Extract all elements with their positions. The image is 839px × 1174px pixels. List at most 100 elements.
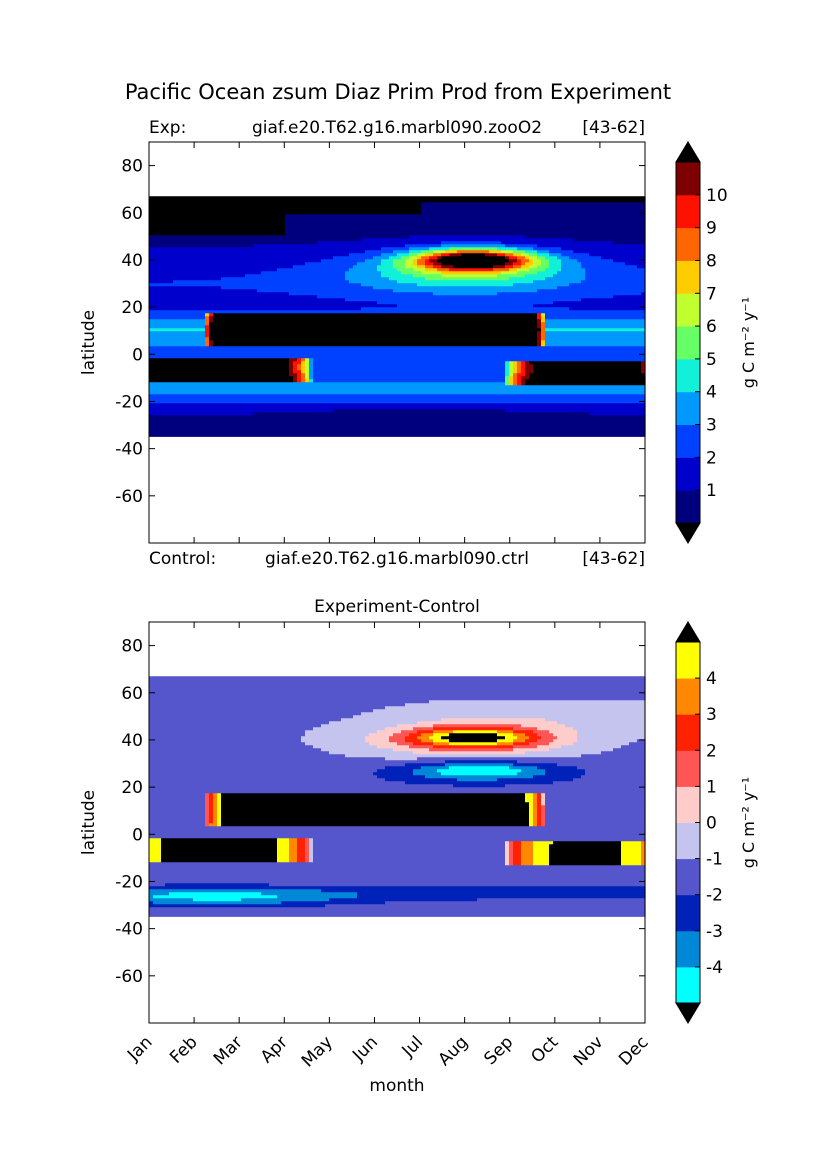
heatmap-cell — [189, 418, 194, 422]
heatmap-cell — [217, 352, 222, 356]
heatmap-cell — [229, 268, 234, 272]
heatmap-cell — [169, 421, 174, 425]
heatmap-cell — [237, 316, 242, 320]
heatmap-cell — [245, 238, 250, 242]
heatmap-cell — [165, 286, 170, 290]
heatmap-cell — [205, 283, 210, 287]
heatmap-cell — [209, 382, 214, 386]
heatmap-cell — [197, 202, 202, 206]
heatmap-cell — [237, 307, 242, 311]
heatmap-cell — [189, 424, 194, 428]
heatmap-cell — [153, 265, 158, 269]
heatmap-cell — [205, 229, 210, 233]
heatmap-cell — [181, 328, 186, 332]
heatmap-cell — [225, 331, 230, 335]
heatmap-cell — [169, 430, 174, 434]
heatmap-cell — [233, 313, 238, 317]
heatmap-cell — [201, 220, 206, 224]
heatmap-cell — [213, 238, 218, 242]
heatmap-cell — [173, 361, 178, 365]
heatmap-cell — [225, 262, 230, 266]
heatmap-cell — [161, 370, 166, 374]
heatmap-cell — [197, 268, 202, 272]
heatmap-cell — [181, 382, 186, 386]
heatmap-cell — [237, 328, 242, 332]
heatmap-cell — [197, 385, 202, 389]
heatmap-cell — [237, 337, 242, 341]
heatmap-cell — [169, 352, 174, 356]
heatmap-cell — [225, 280, 230, 284]
heatmap-cell — [169, 292, 174, 296]
heatmap-cell — [177, 406, 182, 410]
heatmap-cell — [205, 397, 210, 401]
heatmap-cell — [189, 400, 194, 404]
heatmap-cell — [181, 268, 186, 272]
heatmap-cell — [185, 217, 190, 221]
heatmap-cell — [189, 262, 194, 266]
heatmap-cell — [189, 343, 194, 347]
heatmap-cell — [221, 307, 226, 311]
heatmap-cell — [245, 373, 250, 377]
heatmap-cell — [185, 211, 190, 215]
heatmap-cell — [165, 343, 170, 347]
heatmap-cell — [149, 325, 154, 329]
heatmap-cell — [173, 385, 178, 389]
heatmap-cell — [177, 256, 182, 260]
heatmap-cell — [205, 406, 210, 410]
heatmap-cell — [181, 334, 186, 338]
heatmap-cell — [201, 313, 206, 317]
heatmap-cell — [213, 220, 218, 224]
heatmap-cell — [153, 202, 158, 206]
heatmap-cell — [241, 394, 246, 398]
heatmap-cell — [205, 289, 210, 293]
heatmap-cell — [245, 403, 250, 407]
heatmap-cell — [217, 277, 222, 281]
heatmap-cell — [173, 226, 178, 230]
heatmap-cell — [169, 391, 174, 395]
heatmap-cell — [197, 418, 202, 422]
heatmap-cell — [197, 388, 202, 392]
heatmap-cell — [201, 400, 206, 404]
heatmap-cell — [181, 226, 186, 230]
heatmap-cell — [197, 250, 202, 254]
heatmap-cell — [229, 433, 234, 437]
heatmap-cell — [161, 232, 166, 236]
heatmap-cell — [237, 277, 242, 281]
heatmap-cell — [209, 421, 214, 425]
heatmap-cell — [169, 211, 174, 215]
heatmap-cell — [173, 331, 178, 335]
heatmap-cell — [229, 319, 234, 323]
heatmap-cell — [177, 433, 182, 437]
heatmap-cell — [241, 358, 246, 362]
heatmap-cell — [217, 379, 222, 383]
heatmap-cell — [197, 427, 202, 431]
heatmap-cell — [213, 367, 218, 371]
heatmap-cell — [201, 217, 206, 221]
heatmap-cell — [165, 334, 170, 338]
heatmap-cell — [165, 409, 170, 413]
heatmap-cell — [181, 259, 186, 263]
heatmap-cell — [225, 235, 230, 239]
heatmap-cell — [189, 220, 194, 224]
heatmap-cell — [241, 253, 246, 257]
heatmap-cell — [229, 262, 234, 266]
heatmap-cell — [197, 241, 202, 245]
heatmap-cell — [173, 208, 178, 212]
heatmap-cell — [201, 373, 206, 377]
heatmap-cell — [217, 340, 222, 344]
heatmap-cell — [233, 331, 238, 335]
heatmap-cell — [205, 415, 210, 419]
heatmap-cell — [153, 292, 158, 296]
heatmap-cell — [149, 244, 154, 248]
heatmap-cell — [245, 217, 250, 221]
heatmap-cell — [209, 217, 214, 221]
heatmap-cell — [237, 391, 242, 395]
heatmap-cell — [229, 292, 234, 296]
heatmap-cell — [201, 403, 206, 407]
heatmap-cell — [213, 244, 218, 248]
heatmap-cell — [177, 412, 182, 416]
heatmap-cell — [245, 406, 250, 410]
heatmap-cell — [193, 274, 198, 278]
heatmap-cell — [245, 280, 250, 284]
heatmap-cell — [201, 205, 206, 209]
